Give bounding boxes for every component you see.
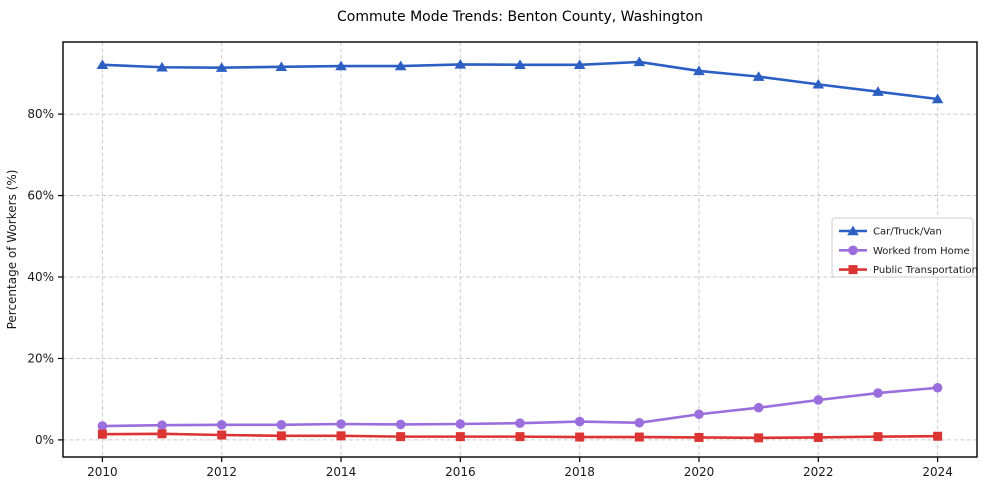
legend-label: Car/Truck/Van xyxy=(873,227,942,238)
data-point-car-truck-van-triangle-marker xyxy=(335,60,347,71)
x-tick-label: 2024 xyxy=(922,465,953,479)
y-tick-label: 0% xyxy=(35,433,54,447)
x-tick-label: 2020 xyxy=(684,465,715,479)
series-public-transportation xyxy=(97,429,943,443)
y-tick-label: 20% xyxy=(27,351,54,365)
data-point-public-transportation-square-marker xyxy=(634,432,644,442)
data-point-car-truck-van-triangle-marker xyxy=(514,59,526,70)
data-point-worked-from-home-circle-marker xyxy=(873,388,883,398)
data-point-car-truck-van-triangle-marker xyxy=(573,59,586,70)
data-point-worked-from-home-circle-marker xyxy=(574,416,585,427)
data-point-public-transportation-square-marker xyxy=(396,432,406,442)
data-point-public-transportation-square-marker xyxy=(813,432,823,442)
data-point-public-transportation-square-marker xyxy=(455,432,465,442)
data-point-worked-from-home-circle-marker xyxy=(455,419,466,429)
data-point-car-truck-van-triangle-marker xyxy=(454,58,467,69)
data-point-worked-from-home-circle-marker xyxy=(634,417,645,428)
x-tick-label: 2016 xyxy=(445,465,476,479)
y-tick-label: 60% xyxy=(27,189,54,203)
data-point-car-truck-van-triangle-marker xyxy=(633,56,646,67)
data-point-car-truck-van-triangle-marker xyxy=(394,60,407,71)
data-point-worked-from-home-circle-marker xyxy=(395,419,406,430)
x-tick-label: 2010 xyxy=(87,465,118,479)
data-point-car-truck-van-triangle-marker xyxy=(872,86,884,96)
data-point-public-transportation-square-marker xyxy=(97,429,107,439)
data-point-car-truck-van-triangle-marker xyxy=(96,59,109,70)
legend-circle-marker xyxy=(848,245,858,256)
x-tick-label: 2018 xyxy=(564,465,595,479)
x-tick-label: 2014 xyxy=(326,465,357,479)
data-point-worked-from-home-circle-marker xyxy=(157,420,167,431)
data-point-worked-from-home-circle-marker xyxy=(276,420,287,430)
data-point-public-transportation-square-marker xyxy=(276,431,286,441)
data-point-public-transportation-square-marker xyxy=(515,432,525,442)
axis-tick-labels: 2010 2012 2014 2016 2018 2020 2022 2024 0% 20% 40%… xyxy=(27,107,953,479)
data-point-worked-from-home-circle-marker xyxy=(336,419,346,429)
data-point-public-transportation-square-marker xyxy=(336,431,346,441)
series-car-truck-van xyxy=(96,56,944,104)
x-tick-label: 2012 xyxy=(206,465,237,479)
legend-square-marker xyxy=(848,265,858,275)
legend-box xyxy=(831,217,974,278)
data-point-car-truck-van-triangle-marker xyxy=(156,61,168,72)
legend-item-car-truck-van: Car/Truck/Van xyxy=(839,225,942,238)
data-point-car-truck-van-triangle-marker xyxy=(812,78,825,89)
data-point-car-truck-van-triangle-marker xyxy=(275,61,288,72)
data-point-worked-from-home-circle-marker xyxy=(97,421,108,431)
data-point-car-truck-van-triangle-marker xyxy=(215,62,228,72)
data-point-public-transportation-square-marker xyxy=(575,432,585,442)
data-point-public-transportation-square-marker xyxy=(217,430,227,440)
legend-label: Worked from Home xyxy=(873,246,970,257)
data-point-public-transportation-square-marker xyxy=(873,432,883,442)
legend-item-public-transportation: Public Transportation xyxy=(839,265,978,276)
legend-item-worked-from-home: Worked from Home xyxy=(839,245,970,257)
legend: Car/Truck/Van Worked from Home Public Tran… xyxy=(831,217,978,278)
data-point-car-truck-van-triangle-marker xyxy=(693,65,705,76)
y-axis-label: Percentage of Workers (%) xyxy=(5,170,19,330)
legend-label: Public Transportation xyxy=(873,265,978,276)
data-point-public-transportation-square-marker xyxy=(157,429,167,439)
data-point-worked-from-home-circle-marker xyxy=(515,418,525,428)
legend-triangle-marker xyxy=(847,225,859,236)
data-point-worked-from-home-circle-marker xyxy=(694,409,704,420)
axis-ticks xyxy=(58,113,939,462)
y-tick-label: 80% xyxy=(27,107,54,121)
data-point-public-transportation-square-marker xyxy=(754,433,764,443)
y-tick-label: 40% xyxy=(27,270,54,284)
plot-frame xyxy=(62,41,978,458)
series-worked-from-home xyxy=(97,382,943,431)
chart-title: Commute Mode Trends: Benton County, Wash… xyxy=(337,9,703,25)
data-point-car-truck-van-triangle-marker xyxy=(931,93,944,104)
data-point-public-transportation-square-marker xyxy=(933,431,943,441)
data-point-worked-from-home-circle-marker xyxy=(753,402,764,413)
data-point-car-truck-van-triangle-marker xyxy=(752,71,765,81)
x-tick-label: 2022 xyxy=(803,465,834,479)
data-point-worked-from-home-circle-marker xyxy=(216,420,227,430)
data-point-public-transportation-square-marker xyxy=(694,432,704,442)
data-point-worked-from-home-circle-marker xyxy=(932,382,943,393)
data-point-worked-from-home-circle-marker xyxy=(813,395,824,405)
